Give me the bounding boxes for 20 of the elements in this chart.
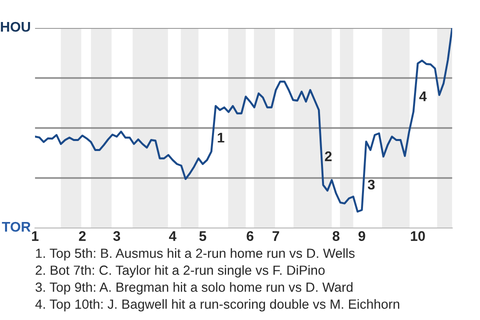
annotation: 3 — [368, 180, 375, 190]
x-tick-label: 8 — [332, 231, 340, 241]
text: 2. Bot 7th: C. Taylor hit a 2-run single vs F. DiPino — [36, 265, 325, 278]
x-tick-label: 4 — [168, 231, 176, 241]
x-tick-label: 10 — [410, 231, 425, 241]
text: 1. Top 5th: B. Ausmus hit a 2-run home run vs D. Wells — [36, 248, 355, 261]
annotation: 2 — [324, 151, 332, 162]
x-tick-label: 1 — [32, 231, 39, 241]
text: TOR — [2, 222, 31, 232]
text: HOU — [0, 22, 30, 32]
x-tick-label: 6 — [246, 231, 254, 241]
x-tick-label: 5 — [199, 231, 206, 241]
x-tick-label: 7 — [272, 231, 280, 241]
text: 4. Top 10th: J. Bagwell hit a run-scoring double vs M. Eichhorn — [35, 299, 400, 312]
x-tick-label: 9 — [358, 231, 366, 241]
annotation: 1 — [218, 132, 224, 142]
x-tick-label: 2 — [78, 231, 86, 241]
annotation: 4 — [419, 92, 427, 102]
x-tick-label: 3 — [113, 231, 120, 241]
text: 3. Top 9th: A. Bregman hit a solo home run vs D. Ward — [36, 282, 352, 294]
